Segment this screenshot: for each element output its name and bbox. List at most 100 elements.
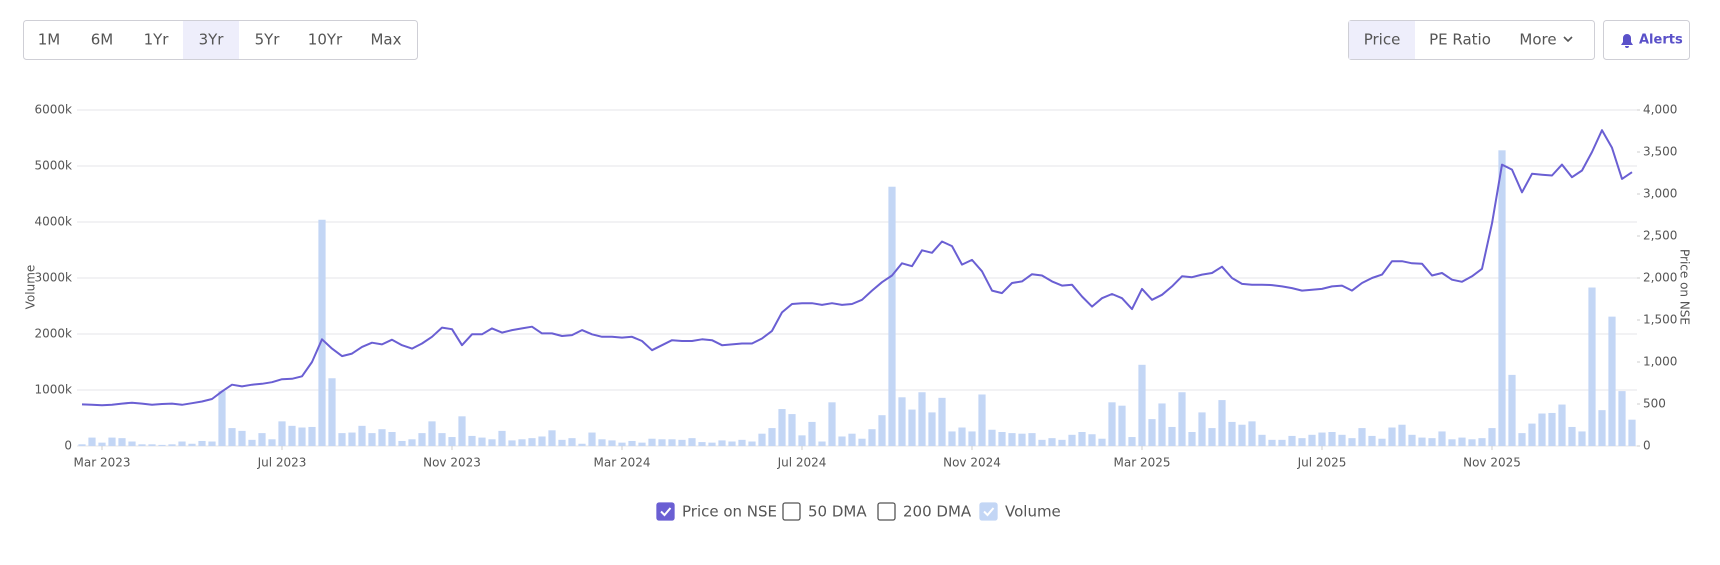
range-button[interactable]: Max	[370, 31, 401, 49]
volume-bar	[1168, 426, 1176, 446]
y2-tick-label: 2,500	[1643, 229, 1677, 243]
y-tick-label: 2000k	[35, 327, 73, 341]
range-button[interactable]: 10Yr	[308, 31, 343, 49]
volume-bar	[1358, 428, 1366, 446]
volume-bar	[658, 439, 666, 446]
range-button[interactable]: 5Yr	[255, 31, 281, 49]
volume-bar	[188, 443, 196, 446]
volume-bar	[548, 430, 556, 446]
legend-label[interactable]: Volume	[1005, 503, 1061, 521]
volume-bar	[1008, 433, 1016, 446]
volume-bar	[638, 442, 646, 446]
volume-bar	[1628, 419, 1636, 446]
volume-bar	[1388, 427, 1396, 446]
legend-label[interactable]: 50 DMA	[808, 503, 867, 521]
volume-bar	[368, 433, 376, 446]
volume-bar	[868, 429, 876, 446]
view-button[interactable]: More	[1519, 31, 1556, 49]
alerts-label[interactable]: Alerts	[1639, 33, 1683, 48]
volume-bar	[398, 440, 406, 446]
volume-bar	[1378, 438, 1386, 446]
volume-bar	[798, 435, 806, 446]
volume-bar	[1288, 435, 1296, 446]
volume-bar	[358, 425, 366, 446]
y2-tick-label: 3,500	[1643, 145, 1677, 159]
legend-checkbox[interactable]	[979, 502, 998, 521]
alerts-button[interactable]	[1603, 20, 1690, 60]
volume-bar	[668, 439, 676, 446]
volume-bar	[618, 442, 626, 446]
volume-bar	[1548, 412, 1556, 446]
volume-bar	[1318, 432, 1326, 446]
range-button[interactable]: 1Yr	[144, 31, 170, 49]
legend-checkbox[interactable]	[656, 502, 675, 521]
range-button[interactable]: 6M	[91, 31, 114, 49]
legend-label[interactable]: Price on NSE	[682, 503, 777, 521]
volume-bar	[608, 440, 616, 446]
view-button[interactable]: PE Ratio	[1429, 31, 1491, 49]
x-tick-label: Jul 2025	[1297, 456, 1347, 470]
volume-bar	[1298, 438, 1306, 446]
y2-tick-label: 1,000	[1643, 355, 1677, 369]
legend-checkbox[interactable]	[782, 502, 801, 521]
x-tick-label: Mar 2024	[594, 456, 651, 470]
volume-bar	[1138, 364, 1146, 446]
volume-bar	[1398, 424, 1406, 446]
volume-bar	[778, 409, 786, 446]
volume-bar	[1448, 439, 1456, 446]
volume-bar	[238, 430, 246, 446]
range-button[interactable]: 1M	[38, 31, 61, 49]
x-tick-label: Nov 2025	[1463, 456, 1521, 470]
volume-bar	[1438, 431, 1446, 446]
volume-bar	[578, 443, 586, 446]
volume-bar	[908, 409, 916, 446]
volume-bar	[428, 421, 436, 446]
volume-bar	[458, 416, 466, 446]
volume-bar	[468, 435, 476, 446]
volume-bar	[288, 425, 296, 446]
volume-bar	[1588, 287, 1596, 446]
volume-bar	[298, 427, 306, 446]
x-tick-label: Nov 2023	[423, 456, 481, 470]
volume-bar	[1208, 428, 1216, 446]
volume-bar	[1038, 439, 1046, 446]
volume-bar	[698, 442, 706, 446]
volume-bar	[78, 444, 86, 446]
volume-bar	[1268, 439, 1276, 446]
volume-bar	[438, 433, 446, 446]
legend-checkbox[interactable]	[877, 502, 896, 521]
volume-bar	[518, 439, 526, 446]
volume-bar	[538, 436, 546, 446]
view-button[interactable]: Price	[1364, 31, 1401, 49]
volume-bar	[1118, 405, 1126, 446]
legend-label[interactable]: 200 DMA	[903, 503, 972, 521]
volume-bar	[258, 433, 266, 446]
x-tick-label: Mar 2025	[1114, 456, 1171, 470]
volume-bar	[498, 430, 506, 446]
volume-bar	[448, 437, 456, 446]
volume-bar	[108, 437, 116, 446]
volume-bar	[178, 441, 186, 446]
volume-bar	[1098, 438, 1106, 446]
volume-bar	[268, 439, 276, 446]
volume-bar	[918, 392, 926, 446]
volume-bar	[1368, 435, 1376, 446]
y-tick-label: 5000k	[35, 159, 73, 173]
range-button[interactable]: 3Yr	[199, 31, 225, 49]
volume-bar	[1068, 434, 1076, 446]
volume-bar	[1278, 439, 1286, 446]
volume-bar	[758, 433, 766, 446]
y2-tick-label: 3,000	[1643, 187, 1677, 201]
y2-tick-label: 2,000	[1643, 271, 1677, 285]
volume-bar	[1178, 392, 1186, 446]
volume-bar	[628, 440, 636, 446]
volume-bar	[328, 378, 336, 446]
x-tick-label: Jul 2024	[777, 456, 827, 470]
volume-bar	[1418, 437, 1426, 446]
volume-bar	[1518, 433, 1526, 446]
x-tick-label: Mar 2023	[74, 456, 131, 470]
volume-bar	[988, 429, 996, 446]
volume-bar	[1058, 439, 1066, 446]
y2-axis-title: Price on NSE	[1678, 249, 1692, 325]
